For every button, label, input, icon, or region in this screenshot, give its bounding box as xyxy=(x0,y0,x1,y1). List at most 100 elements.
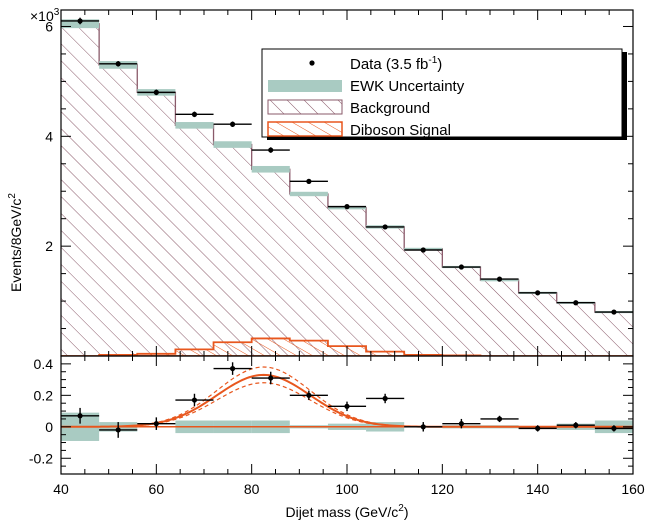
data-point xyxy=(442,264,481,270)
legend-signal-swatch xyxy=(267,121,343,137)
ewk-band-bin xyxy=(213,141,252,148)
ratio-data-point xyxy=(327,401,367,412)
ratio-data-point xyxy=(480,415,519,423)
ratio-data-point xyxy=(61,407,100,424)
ewk-band-bin xyxy=(289,191,328,197)
x-axis-title: Dijet mass (GeV/c2) xyxy=(285,503,408,520)
x-tick-label: 120 xyxy=(431,481,455,497)
data-point xyxy=(556,300,595,306)
ratio-data-point xyxy=(404,422,443,432)
ratio-panel: -0.2 0 0.2 0.4 40 60 80 100 120 140 160 Dijet mas… xyxy=(29,355,645,520)
data-point xyxy=(327,204,367,210)
data-points xyxy=(61,17,633,315)
data-point xyxy=(289,178,328,184)
ratio-data-marker xyxy=(268,375,274,381)
data-marker xyxy=(535,290,541,296)
ratio-data-point xyxy=(99,422,138,438)
data-point xyxy=(213,121,252,127)
ratio-data-marker xyxy=(153,421,159,427)
data-marker xyxy=(344,204,350,210)
data-marker xyxy=(115,61,121,67)
x-tick-label: 40 xyxy=(53,481,69,497)
x-tick-label: 60 xyxy=(149,481,165,497)
main-y-tick-label: 4 xyxy=(45,128,53,144)
ratio-data-point xyxy=(518,425,557,432)
data-point xyxy=(175,111,214,118)
legend-background-swatch xyxy=(267,99,343,115)
x-tick-label: 100 xyxy=(335,481,359,497)
legend-signal-label: Diboson Signal xyxy=(350,122,451,139)
data-marker xyxy=(191,111,198,117)
ratio-data-point xyxy=(213,362,252,375)
data-point xyxy=(61,17,100,25)
legend-data-label: Data (3.5 fb-1) xyxy=(350,55,442,73)
ratio-y-tick-label: 0.2 xyxy=(34,387,54,403)
ratio-data-point xyxy=(137,417,176,430)
ratio-data-point xyxy=(251,371,290,385)
x-tick-label: 160 xyxy=(621,481,645,497)
data-point xyxy=(137,89,176,96)
ratio-y-tick-label: 0.4 xyxy=(34,356,54,372)
data-marker xyxy=(382,224,388,230)
ratio-data-marker xyxy=(115,427,121,433)
data-point xyxy=(251,147,290,153)
ratio-data-point xyxy=(175,393,214,407)
data-point xyxy=(518,290,557,296)
main-y-ticks: 2 4 6 xyxy=(45,18,633,357)
data-marker xyxy=(420,247,426,253)
ratio-data-point xyxy=(442,418,481,429)
ratio-x-ticks: 40 60 80 100 120 140 160 xyxy=(53,356,645,497)
ratio-data-marker xyxy=(230,365,236,372)
legend-ewk-swatch xyxy=(268,80,342,92)
data-point xyxy=(99,61,138,67)
data-marker xyxy=(268,147,274,153)
ratio-data-marker xyxy=(611,425,617,431)
data-point xyxy=(480,276,519,282)
main-panel: 2 4 6 ×103 Events/8GeV/c2 Data (3.5 fb-1) … xyxy=(7,7,634,357)
data-marker xyxy=(573,300,579,306)
ratio-data-point xyxy=(366,393,405,404)
ratio-data-marker xyxy=(458,421,464,427)
data-marker xyxy=(153,89,159,95)
ratio-data-marker xyxy=(420,424,426,430)
data-point xyxy=(404,247,443,253)
ratio-data-marker xyxy=(535,425,541,431)
ratio-y-tick-label: -0.2 xyxy=(29,450,53,466)
ratio-data-point xyxy=(594,425,633,432)
ratio-data-marker xyxy=(382,395,388,402)
data-point xyxy=(366,224,405,230)
ratio-data-points xyxy=(61,362,633,438)
ratio-data-marker xyxy=(77,413,83,419)
ratio-data-marker xyxy=(191,397,198,403)
ratio-data-marker xyxy=(573,422,579,428)
y-scale-label: ×103 xyxy=(30,7,60,24)
main-y-tick-label: 6 xyxy=(45,18,53,34)
ratio-data-marker xyxy=(306,392,312,398)
main-x-ticks xyxy=(60,10,634,356)
fit-central-curve xyxy=(61,373,633,428)
ratio-y-tick-label: 0 xyxy=(45,419,53,435)
data-marker xyxy=(77,18,83,24)
ewk-band-bin xyxy=(175,122,214,129)
x-tick-label: 140 xyxy=(526,481,550,497)
ratio-data-point xyxy=(556,422,595,429)
legend: Data (3.5 fb-1) EWK Uncertainty Backgrou… xyxy=(261,48,627,140)
ratio-signal-fit xyxy=(61,366,633,428)
ratio-data-marker xyxy=(496,416,503,422)
main-y-tick-label: 2 xyxy=(45,238,53,254)
legend-ewk-label: EWK Uncertainty xyxy=(350,78,465,95)
fit-lower-curve xyxy=(61,382,633,428)
ratio-y-ticks: -0.2 0 0.2 0.4 xyxy=(29,355,633,475)
data-marker xyxy=(611,309,617,315)
data-marker xyxy=(458,264,464,270)
data-marker xyxy=(306,178,312,184)
x-tick-label: 80 xyxy=(244,481,260,497)
ewk-band-bin xyxy=(251,165,290,173)
data-point xyxy=(594,309,633,315)
legend-data-marker xyxy=(309,60,315,66)
legend-background-label: Background xyxy=(350,100,430,117)
background-fill xyxy=(61,23,633,356)
y-axis-title: Events/8GeV/c2 xyxy=(7,193,24,292)
ratio-data-point xyxy=(289,390,328,401)
